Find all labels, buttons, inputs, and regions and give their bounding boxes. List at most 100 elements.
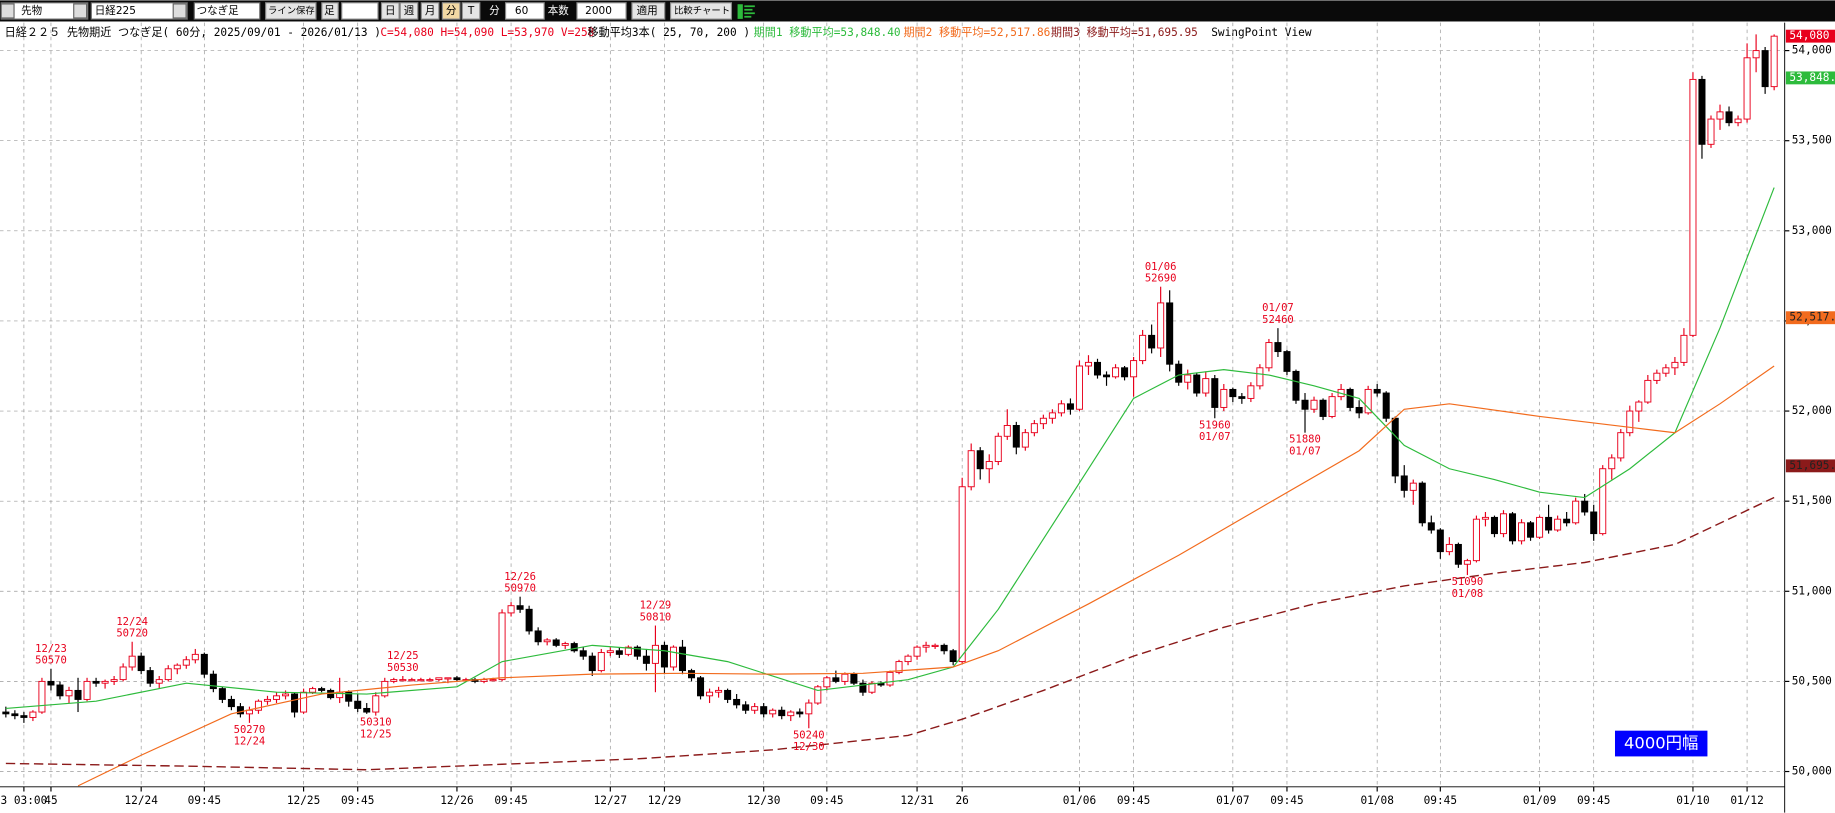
candle-body bbox=[1608, 457, 1616, 470]
candle-body bbox=[1256, 367, 1264, 387]
compare-button[interactable] bbox=[669, 2, 733, 20]
period-button[interactable] bbox=[461, 2, 481, 20]
candle-body bbox=[1626, 410, 1634, 434]
candle-body bbox=[318, 688, 326, 691]
candle-body bbox=[20, 715, 28, 718]
candle-body bbox=[642, 655, 650, 664]
candle-body bbox=[1247, 385, 1255, 399]
candle-body bbox=[254, 700, 262, 711]
candle-body bbox=[787, 711, 795, 717]
candle-body bbox=[516, 605, 524, 610]
plot bbox=[2, 34, 1778, 787]
candle-body bbox=[706, 691, 714, 697]
swing-date: 01/08 bbox=[1452, 588, 1484, 600]
candle-body bbox=[38, 680, 46, 713]
interval-input[interactable] bbox=[504, 2, 545, 20]
x-tick-label: 09:45 bbox=[494, 794, 527, 807]
chart-kind-select[interactable] bbox=[193, 2, 261, 20]
period-label: 日 bbox=[385, 5, 396, 17]
candle-body bbox=[588, 655, 596, 672]
dropdown-arrow[interactable] bbox=[73, 3, 88, 19]
candle-body bbox=[1463, 560, 1471, 565]
indicator-icon[interactable] bbox=[737, 4, 755, 19]
swing-price: 50970 bbox=[504, 583, 536, 595]
candle-body bbox=[1644, 379, 1652, 403]
candle-body bbox=[760, 706, 768, 715]
x-tick-label: 09:45 bbox=[341, 794, 374, 807]
symbol-select[interactable] bbox=[90, 2, 188, 20]
candle-body bbox=[56, 684, 64, 697]
price-tag-label: 51,695. bbox=[1789, 459, 1835, 472]
period-button[interactable] bbox=[380, 2, 400, 20]
candle-body bbox=[715, 689, 723, 693]
period-label: 分 bbox=[446, 5, 457, 17]
candle-body bbox=[1157, 302, 1165, 349]
swing-date: 01/06 bbox=[1145, 261, 1177, 273]
candle-body bbox=[263, 698, 271, 702]
candle-body bbox=[1671, 361, 1679, 369]
overlay: 50,00050,50051,00051,50052,00052,50053,0… bbox=[0, 29, 1835, 807]
x-tick-label: 12/25 bbox=[287, 794, 320, 807]
candle-body bbox=[1418, 482, 1426, 524]
swing-price: 50240 bbox=[793, 729, 825, 741]
candle-body bbox=[823, 677, 831, 688]
view-label: SwingPoint View bbox=[1211, 26, 1312, 39]
candle-body bbox=[1048, 412, 1056, 419]
dropdown-arrow[interactable] bbox=[0, 3, 15, 19]
x-tick-label: 01/08 bbox=[1360, 794, 1393, 807]
candle-body bbox=[1283, 351, 1291, 372]
ma-title: 移動平均3本( 25, 70, 200 ) bbox=[587, 25, 750, 39]
candle-body bbox=[1238, 396, 1246, 399]
candle-body bbox=[1193, 374, 1201, 394]
x-tick-label: 12/24 bbox=[124, 794, 158, 807]
candle-body bbox=[1662, 367, 1670, 374]
x-tick-label: 09:45 bbox=[188, 794, 221, 807]
swing-price: 50720 bbox=[116, 628, 148, 640]
candle-body bbox=[1184, 374, 1192, 383]
candle-body bbox=[1139, 334, 1147, 362]
count-input[interactable] bbox=[576, 2, 627, 20]
candle-body bbox=[660, 644, 668, 668]
candle-body bbox=[886, 671, 894, 686]
bar-input[interactable] bbox=[341, 2, 379, 20]
candle-body bbox=[1400, 475, 1408, 491]
period-button[interactable] bbox=[441, 2, 461, 20]
legend-entry: 期間2 移動平均=52,517.86 bbox=[903, 25, 1050, 39]
swing-price: 50530 bbox=[387, 662, 419, 674]
candle-body bbox=[155, 679, 163, 684]
candle-body bbox=[688, 670, 696, 679]
period-button[interactable] bbox=[420, 2, 440, 20]
count-label: 本数 bbox=[548, 4, 570, 17]
candle-body bbox=[967, 450, 975, 488]
candle-body bbox=[363, 707, 371, 713]
swing-price: 51880 bbox=[1289, 434, 1321, 446]
candle-body bbox=[1319, 399, 1327, 417]
x-tick-label: 12/27 bbox=[594, 794, 627, 807]
candle-body bbox=[1508, 513, 1517, 542]
candle-body bbox=[922, 644, 930, 648]
candle-body bbox=[426, 679, 434, 682]
swing-date: 12/25 bbox=[387, 650, 419, 662]
interval-text: 60 bbox=[515, 5, 528, 17]
swing-date: 12/24 bbox=[234, 736, 266, 748]
candle-body bbox=[1472, 518, 1480, 562]
period-label: T bbox=[467, 5, 475, 17]
period-button[interactable] bbox=[399, 2, 419, 20]
candle-body bbox=[1220, 388, 1228, 408]
candle-body bbox=[1175, 363, 1183, 383]
candle-body bbox=[976, 450, 984, 470]
dropdown-arrow[interactable] bbox=[172, 3, 187, 19]
candle-body bbox=[1346, 388, 1354, 408]
candle-body bbox=[579, 650, 587, 657]
apply-button[interactable] bbox=[631, 2, 666, 20]
candle-body bbox=[733, 698, 741, 706]
price-tag bbox=[1785, 459, 1835, 473]
candle-body bbox=[137, 655, 145, 672]
candle-body bbox=[859, 682, 867, 693]
market-select-text: 先物 bbox=[21, 4, 42, 17]
candle-body bbox=[597, 652, 605, 672]
x-tick-label: 45 bbox=[44, 794, 57, 807]
candle-body bbox=[958, 486, 966, 663]
save-line-button[interactable] bbox=[265, 2, 317, 20]
candle-body bbox=[904, 655, 912, 663]
